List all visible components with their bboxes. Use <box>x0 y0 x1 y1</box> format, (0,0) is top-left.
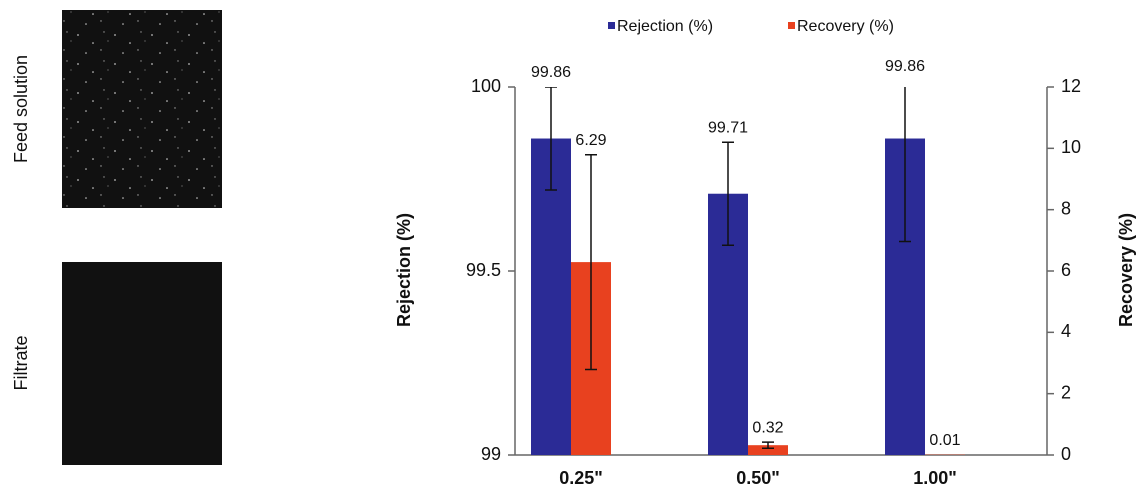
y2-tick-label: 4 <box>1061 321 1071 341</box>
y-tick-label: 99.5 <box>466 260 501 280</box>
panel-label: Feed solution <box>11 55 31 163</box>
legend-label: Rejection (%) <box>617 18 713 35</box>
value-label: 0.01 <box>929 432 960 449</box>
feed-image <box>62 10 222 208</box>
y-tick-label: 100 <box>471 76 501 96</box>
panel-label: Filtrate <box>11 335 31 390</box>
figure: Feed solution Filtrate Rejection (%) Rec… <box>0 0 1141 495</box>
y-tick-label: 99 <box>481 444 501 464</box>
y2-axis-label: Recovery (%) <box>1116 213 1136 327</box>
value-label: 6.29 <box>575 132 606 149</box>
value-label: 99.86 <box>885 58 925 75</box>
value-label: 99.71 <box>708 119 748 136</box>
filtrate-image <box>62 262 222 465</box>
legend-swatch <box>788 22 795 29</box>
legend-label: Recovery (%) <box>797 18 894 35</box>
value-label: 99.86 <box>531 64 571 81</box>
x-tick-label: 0.25" <box>559 468 603 488</box>
y2-tick-label: 2 <box>1061 382 1071 402</box>
y2-tick-label: 8 <box>1061 198 1071 218</box>
y2-tick-label: 10 <box>1061 137 1081 157</box>
y2-tick-label: 6 <box>1061 260 1071 280</box>
value-label: 0.32 <box>752 419 783 436</box>
y-axis-label: Rejection (%) <box>394 213 414 327</box>
x-tick-label: 1.00" <box>913 468 957 488</box>
y2-tick-label: 12 <box>1061 76 1081 96</box>
plot-area <box>531 35 965 455</box>
legend-swatch <box>608 22 615 29</box>
y2-tick-label: 0 <box>1061 444 1071 464</box>
page: {"image_panels": ["Feed solution", "Filt… <box>0 0 1141 495</box>
x-tick-label: 0.50" <box>736 468 780 488</box>
